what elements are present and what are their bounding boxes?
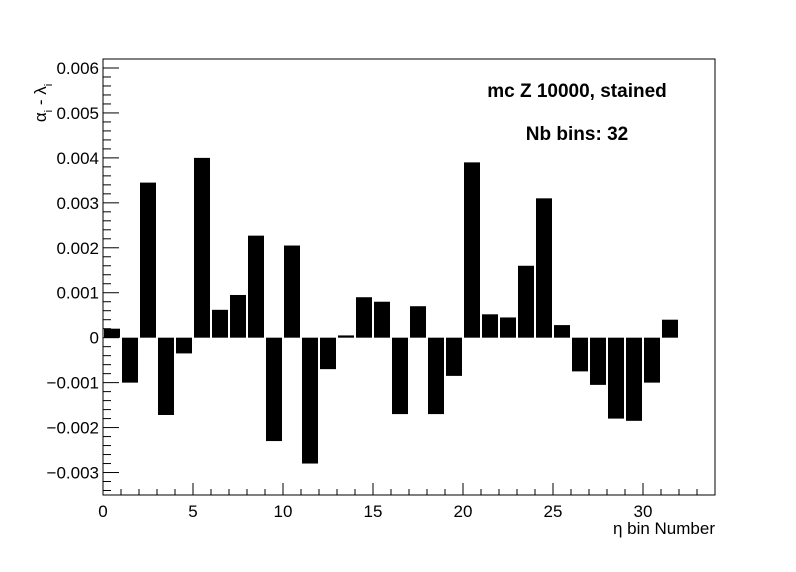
bar-bin-23 [518, 265, 534, 338]
y-axis-title-alpha: α [31, 112, 50, 122]
annotation-bins: Nb bins: 32 [526, 124, 628, 145]
bar-bin-10 [284, 245, 300, 338]
y-axis-ticks: −0.003 −0.002 −0.001 0 0.001 0.002 0.003 0.004 0… [47, 58, 119, 492]
bar-bin-11 [302, 337, 318, 464]
bar-bin-1 [122, 337, 138, 383]
y-tick-label-6: 0.003 [56, 194, 99, 213]
x-tick-label-6: 30 [634, 502, 653, 521]
y-tick-label-5: 0.002 [56, 239, 99, 258]
bar-bin-9 [266, 337, 282, 442]
x-axis-title: η bin Number [613, 519, 715, 538]
y-axis-title: αi - λi [31, 84, 55, 122]
bar-bin-24 [536, 198, 552, 338]
bar-bin-12 [320, 337, 336, 370]
y-tick-label-4: 0.001 [56, 284, 99, 303]
y-tick-label-0: −0.003 [47, 464, 99, 483]
bar-bin-31 [662, 319, 678, 338]
x-tick-label-1: 5 [188, 502, 197, 521]
bar-bin-28 [608, 337, 624, 419]
bar-bin-2 [140, 182, 156, 338]
x-axis-ticks: 0 5 10 15 20 25 30 [98, 483, 716, 521]
annotation-sample: mc Z 10000, stained [487, 81, 667, 102]
bar-bin-3 [158, 337, 174, 415]
y-axis-title-lambda: - λ [31, 86, 50, 110]
bar-bin-15 [374, 301, 390, 338]
bar-bin-7 [230, 294, 246, 338]
bar-bin-19 [446, 337, 462, 376]
y-tick-label-8: 0.005 [56, 104, 99, 123]
bar-bin-14 [356, 297, 372, 338]
y-axis-title-sub-1: i [43, 110, 55, 112]
x-tick-label-5: 25 [544, 502, 563, 521]
x-tick-label-4: 20 [454, 502, 473, 521]
y-tick-label-3: 0 [90, 329, 99, 348]
x-tick-label-3: 15 [364, 502, 383, 521]
bar-bin-17 [410, 306, 426, 338]
y-tick-label-7: 0.004 [56, 149, 99, 168]
bar-bin-27 [590, 337, 606, 385]
y-tick-label-2: −0.001 [47, 374, 99, 393]
x-tick-label-2: 10 [274, 502, 293, 521]
bar-bin-26 [572, 337, 588, 372]
bar-bin-30 [644, 337, 660, 383]
y-tick-label-1: −0.002 [47, 419, 99, 438]
bar-bin-6 [212, 309, 228, 338]
bar-bin-5 [194, 157, 210, 338]
bar-bin-8 [248, 235, 264, 338]
bar-bin-25 [554, 325, 570, 338]
bar-bin-22 [500, 317, 516, 338]
bar-bin-13 [338, 335, 354, 338]
bar-bin-0 [104, 328, 120, 338]
x-tick-label-0: 0 [98, 502, 107, 521]
y-axis-title-sub-2: i [43, 84, 55, 86]
bars-group [104, 157, 678, 464]
bar-bin-21 [482, 314, 498, 338]
bar-bin-29 [626, 337, 642, 421]
bar-bin-4 [176, 337, 192, 354]
y-tick-label-9: 0.006 [56, 59, 99, 78]
bar-bin-16 [392, 337, 408, 415]
bar-bin-20 [464, 162, 480, 338]
bar-bin-18 [428, 337, 444, 415]
